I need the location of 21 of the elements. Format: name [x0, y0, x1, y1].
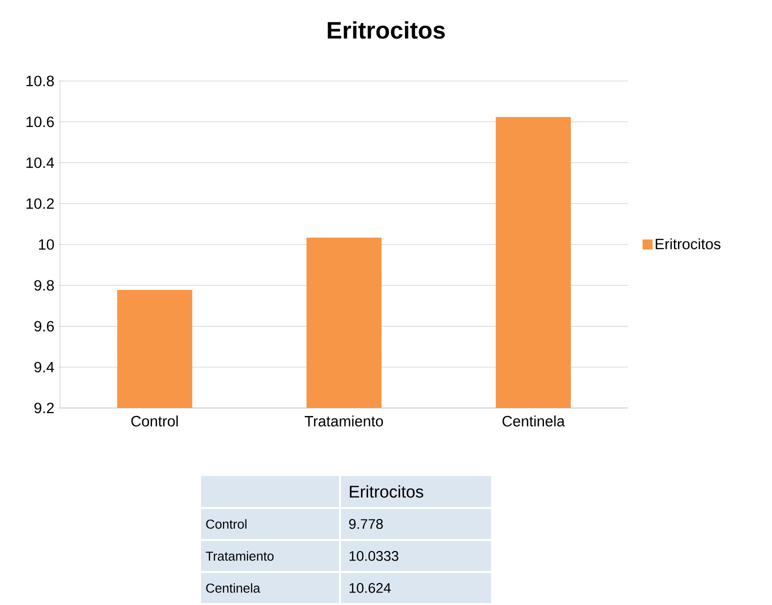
y-tick-label: 9.6: [34, 320, 54, 332]
y-tick-label: 9.8: [34, 280, 54, 291]
legend-label: Eritrocitos: [656, 238, 720, 250]
y-tick-label: 9.2: [34, 402, 54, 414]
chart-title: Eritrocitos: [328, 21, 445, 39]
text: Eritrocitos: [350, 485, 424, 498]
x-tick-label: Tratamiento: [304, 416, 383, 426]
text: 10.0333: [350, 551, 398, 561]
x-tick-label: Centinela: [502, 416, 565, 426]
y-tick-label: 10.4: [26, 157, 54, 168]
category-label: Tratamiento: [206, 551, 274, 561]
text: 10.624: [350, 583, 391, 593]
x-tick-label: Control: [131, 416, 178, 426]
y-tick-label: 10.8: [26, 76, 54, 86]
category-label: Centinela: [206, 583, 260, 593]
y-tick-label: 9.4: [34, 362, 54, 372]
y-tick-label: 10: [39, 239, 54, 250]
text: 9.778: [349, 519, 383, 529]
y-tick-label: 10.2: [26, 198, 54, 209]
category-label: Control: [206, 519, 246, 529]
y-tick-label: 10.6: [26, 116, 54, 128]
